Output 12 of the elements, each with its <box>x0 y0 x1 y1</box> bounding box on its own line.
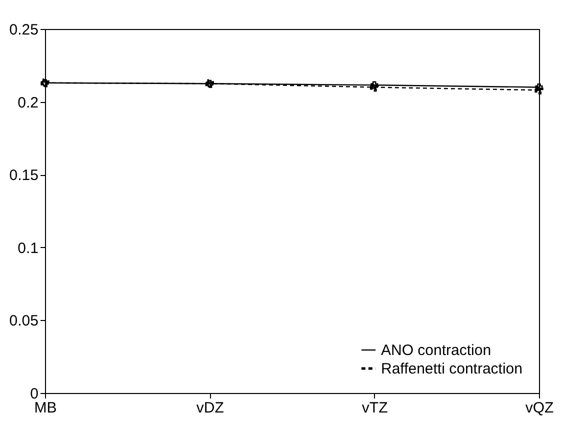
x-tick-label: MB <box>34 400 57 416</box>
x-tick-label: vDZ <box>196 400 224 416</box>
legend-label: Raffenetti contraction <box>381 360 522 378</box>
x-tick-label: vQZ <box>525 400 554 416</box>
y-tick-label: 0.1 <box>18 240 38 257</box>
x-tick-label: vTZ <box>362 400 388 416</box>
y-tick-label: 0.2 <box>18 94 38 112</box>
y-tick-label: 0 <box>30 386 38 402</box>
y-tick-label: 0.25 <box>9 22 38 38</box>
y-tick-label: 0.05 <box>9 312 38 330</box>
legend-label: ANO contraction <box>381 342 492 359</box>
y-tick-label: 0.15 <box>9 167 38 184</box>
